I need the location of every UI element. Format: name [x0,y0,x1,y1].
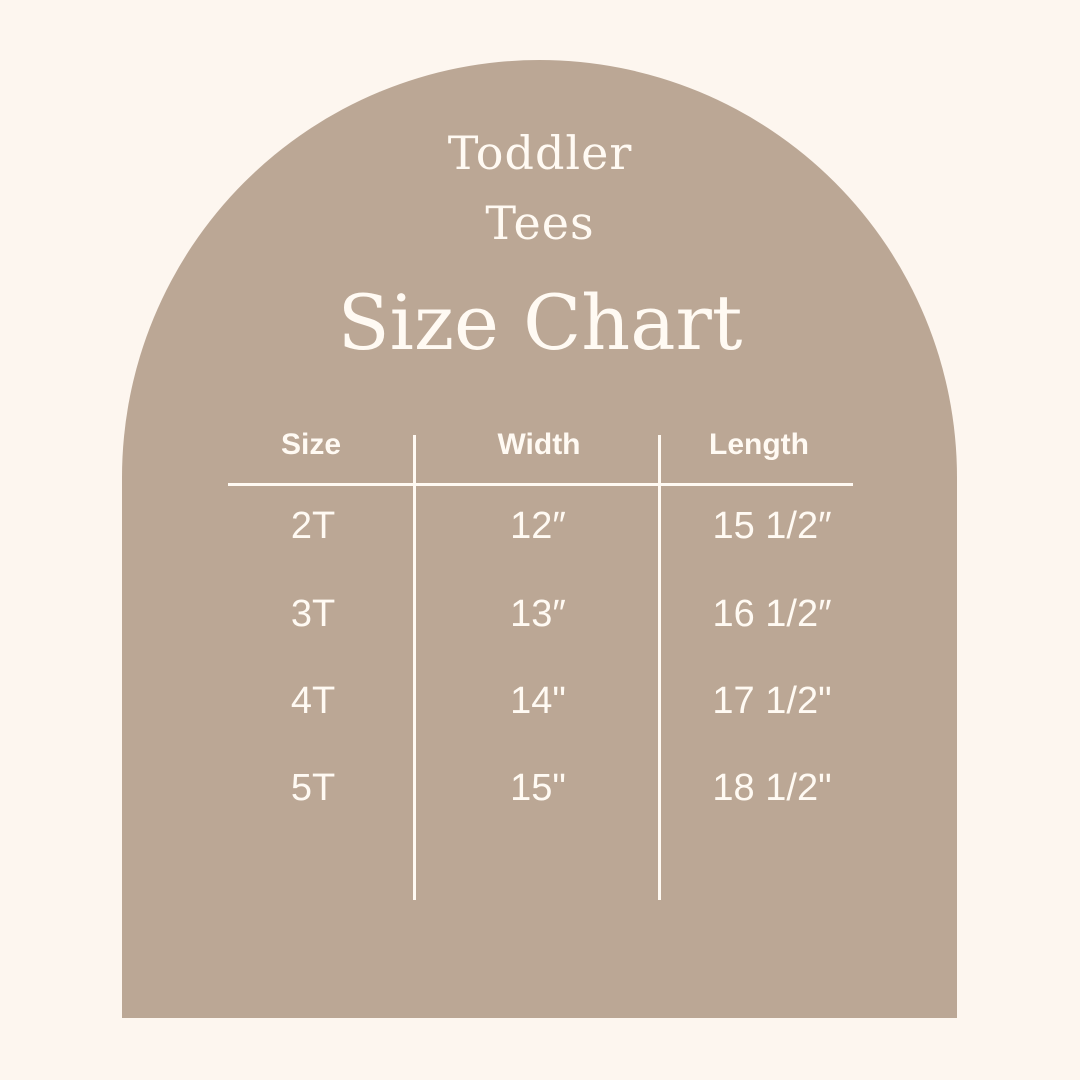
length-cell: 16 1/2″ [712,593,832,635]
width-cell: 14" [510,680,566,722]
size-cell: 3T [290,593,336,635]
title-toddler: Toddler [447,126,633,180]
size-cell: 2T [290,505,336,547]
size-cell: 5T [290,767,336,809]
arch-background [122,60,957,1018]
width-cell: 15" [510,767,566,809]
size-cell: 4T [290,680,336,722]
header-size: Size [280,428,342,461]
header-length: Length [709,428,809,461]
width-cell: 12″ [510,505,566,547]
header-width: Width [497,428,581,461]
length-cell: 18 1/2" [712,767,832,809]
title-tees: Tees [485,196,595,250]
header-divider [228,483,853,486]
width-cell: 13″ [510,593,566,635]
length-cell: 17 1/2" [712,680,832,722]
title-size-chart: Size Chart [337,278,743,367]
column-divider-1 [413,435,416,900]
length-cell: 15 1/2″ [712,505,832,547]
column-divider-2 [658,435,661,900]
